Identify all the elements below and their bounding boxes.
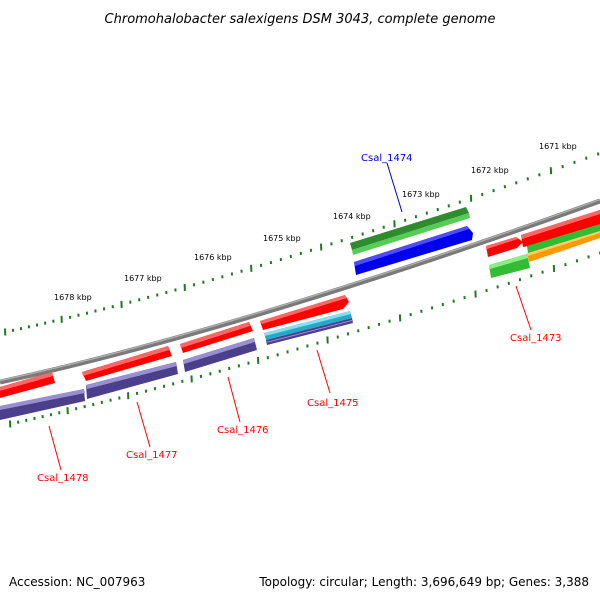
kbp-label-1673: 1673 kbp [402, 190, 440, 199]
genome-summary-text: Topology: circular; Length: 3,696,649 bp… [258, 575, 589, 589]
gene-label-csal-1477[interactable]: Csal_1477 [126, 450, 178, 461]
kbp-label-1676: 1676 kbp [194, 253, 232, 262]
kbp-label-1675: 1675 kbp [263, 234, 301, 243]
gene-csal-1477-feature[interactable] [82, 346, 178, 399]
gene-label-csal-1478[interactable]: Csal_1478 [37, 473, 89, 484]
leader-line-csal-1473 [515, 285, 532, 331]
genome-backbone [0, 198, 600, 385]
kbp-label-1674: 1674 kbp [333, 212, 371, 221]
accession-text: Accession: NC_007963 [9, 575, 145, 589]
leader-line-csal-1475 [316, 349, 331, 394]
gene-label-csal-1473[interactable]: Csal_1473 [510, 333, 562, 344]
gene-label-csal-1475[interactable]: Csal_1475 [307, 398, 359, 409]
leader-line-csal-1476 [227, 376, 241, 423]
map-title: Chromohalobacter salexigens DSM 3043, co… [105, 12, 496, 27]
gene-label-csal-1476[interactable]: Csal_1476 [217, 425, 269, 436]
gene-csal-1474-feature[interactable] [350, 207, 473, 275]
gene-csal-1476-feature[interactable] [180, 322, 257, 372]
kbp-label-1671: 1671 kbp [539, 142, 577, 151]
kbp-label-1672: 1672 kbp [471, 166, 509, 175]
leader-line-csal-1477 [136, 401, 151, 448]
gene-label-csal-1474[interactable]: Csal_1474 [361, 153, 413, 164]
gene-csal-1475-feature[interactable] [260, 295, 353, 345]
scale-ticks-lower [9, 251, 600, 428]
leader-line-csal-1474 [386, 162, 403, 213]
gene-csal-1473-feature[interactable] [486, 210, 600, 278]
scale-ticks-upper [4, 152, 600, 336]
kbp-label-1678: 1678 kbp [54, 293, 92, 302]
kbp-label-1677: 1677 kbp [124, 274, 162, 283]
gene-csal-1478-feature[interactable] [0, 372, 85, 420]
leader-line-csal-1478 [48, 425, 62, 471]
